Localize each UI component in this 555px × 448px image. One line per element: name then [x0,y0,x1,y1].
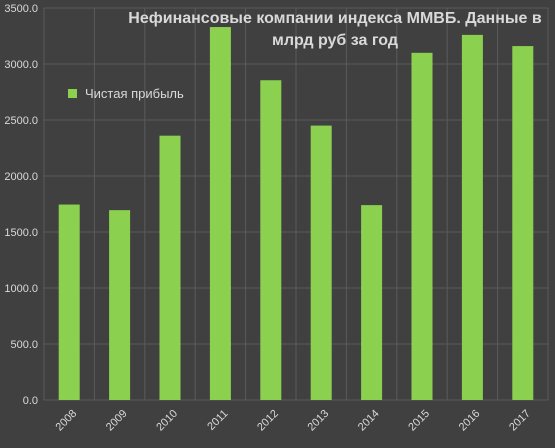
bar [109,210,131,400]
y-tick-label: 2500.0 [4,115,38,127]
bar [209,27,231,400]
chart-title: Нефинансовые компании индекса ММВБ. Данн… [128,10,542,49]
bar [58,204,80,400]
legend-label: Чистая прибыль [85,86,184,101]
y-tick-label: 0.0 [23,395,38,407]
bar [512,46,534,400]
bar [461,34,483,400]
bar [310,125,332,400]
bar [159,135,181,400]
y-tick-label: 500.0 [10,339,38,351]
bar [260,80,282,401]
y-tick-label: 3000.0 [4,59,38,71]
y-tick-label: 1500.0 [4,227,38,239]
legend-swatch [68,89,77,98]
y-tick-label: 3500.0 [4,3,38,15]
bar [361,205,383,400]
chart-legend: Чистая прибыль [68,86,184,101]
y-tick-label: 1000.0 [4,283,38,295]
y-tick-label: 2000.0 [4,171,38,183]
bar [411,52,433,401]
